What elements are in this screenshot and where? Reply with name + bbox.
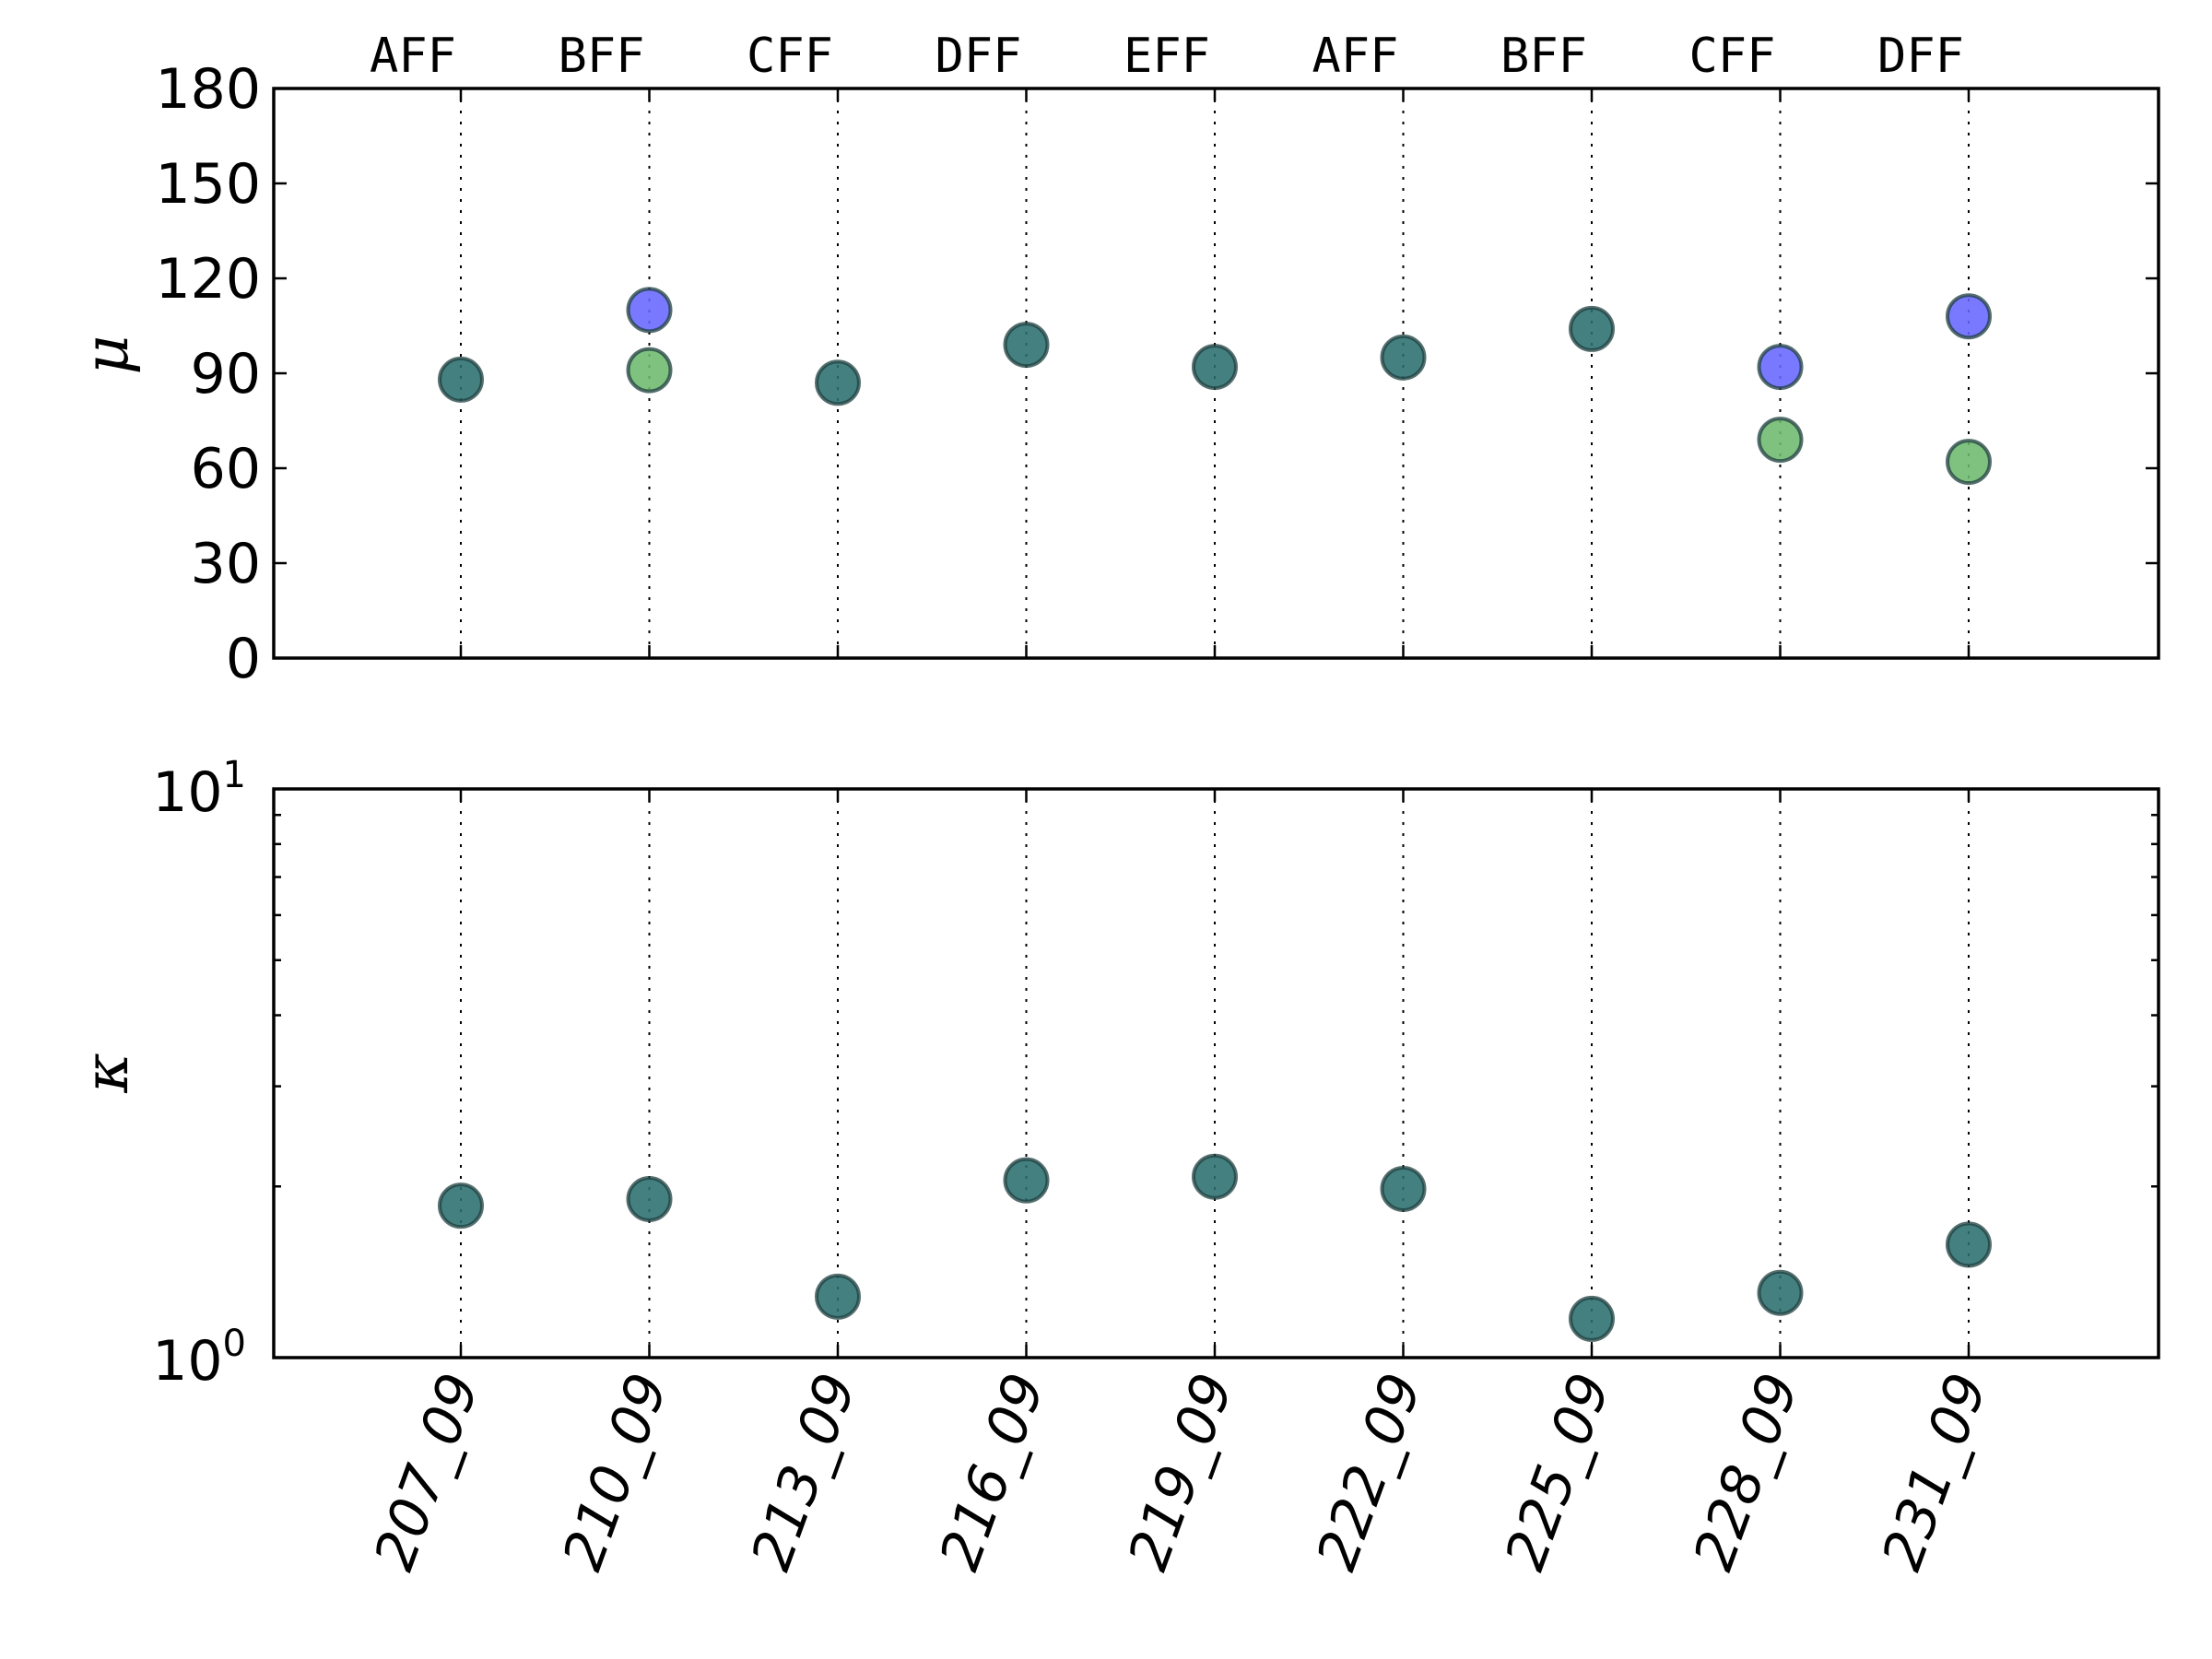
mu-top-label: BFF [1500, 29, 1587, 84]
kappa-point [1569, 1295, 1615, 1342]
x-tick-label: 225_09 [1493, 1365, 1623, 1578]
mu-point [1003, 322, 1050, 369]
mu-point [438, 356, 484, 403]
x-tick-labels: 207_09 210_09 213_09 216_09 219_09 222_09 225_… [362, 1365, 2000, 1578]
mu-top-label: AFF [370, 29, 456, 84]
kappa-point [626, 1176, 673, 1223]
mu-ytick-label: 150 [155, 152, 261, 217]
mu-ytick-label: 60 [191, 437, 261, 501]
mu-ytick-label: 0 [226, 627, 261, 691]
mu-panel: 0 30 60 90 120 150 180 AFF BFF CFF DFF EFF AFF BFF CF… [71, 29, 2160, 691]
x-tick-label: 219_09 [1116, 1365, 1246, 1578]
mu-top-label: AFF [1312, 29, 1399, 84]
mu-top-label: DFF [1877, 29, 1964, 84]
kappa-panel: 100 101 κ [71, 754, 2160, 1394]
mu-top-label: CFF [1689, 29, 1776, 84]
mu-point [626, 347, 673, 394]
mu-point [1569, 305, 1615, 352]
mu-ytick-label: 30 [191, 532, 261, 596]
mu-point [1757, 417, 1804, 464]
mu-point [626, 287, 673, 334]
kappa-point [815, 1273, 861, 1320]
kappa-ytick-label: 100 [152, 1323, 246, 1394]
mu-top-label: EFF [1124, 29, 1210, 84]
mu-point [1946, 439, 1992, 486]
kappa-ytick-label: 101 [152, 754, 246, 825]
mu-ytick-label: 180 [155, 57, 261, 122]
mu-point [1192, 344, 1238, 391]
mu-point [1946, 293, 1992, 340]
x-tick-label: 222_09 [1304, 1365, 1434, 1578]
kappa-point [1946, 1221, 1992, 1268]
x-tick-label: 207_09 [362, 1365, 492, 1578]
x-tick-label: 231_09 [1870, 1365, 2000, 1578]
kappa-point [1757, 1269, 1804, 1316]
x-tick-label: 210_09 [550, 1365, 680, 1578]
mu-ytick-label: 120 [155, 247, 261, 312]
x-tick-label: 213_09 [739, 1365, 869, 1578]
mu-top-label: DFF [935, 29, 1022, 84]
mu-panel-frame [272, 87, 2160, 660]
mu-top-label: BFF [559, 29, 645, 84]
mu-axis-title: μ [71, 335, 142, 375]
mu-point [1757, 344, 1804, 391]
mu-point [1380, 334, 1427, 381]
x-tick-label: 228_09 [1681, 1365, 1811, 1578]
mu-top-label: CFF [747, 29, 833, 84]
kappa-point [1192, 1153, 1238, 1200]
kappa-point [438, 1182, 484, 1230]
mu-point [815, 359, 861, 406]
kappa-axis-title: κ [71, 1053, 142, 1093]
kappa-point [1380, 1165, 1427, 1212]
kappa-point [1003, 1157, 1050, 1204]
mu-ytick-label: 90 [191, 342, 261, 406]
kappa-panel-frame [272, 787, 2160, 1359]
x-tick-label: 216_09 [927, 1365, 1057, 1578]
